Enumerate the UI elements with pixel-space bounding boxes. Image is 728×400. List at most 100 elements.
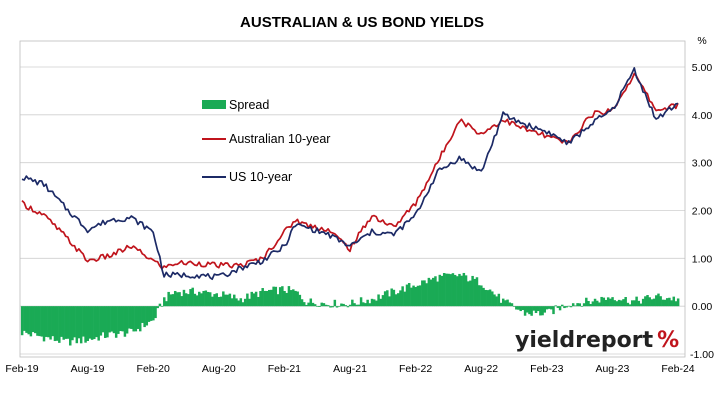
spread-bar (615, 301, 619, 307)
spread-bar (622, 299, 625, 307)
spread-bar (311, 302, 315, 307)
spread-bar (285, 292, 288, 307)
spread-bar (211, 296, 214, 307)
spread-bar (27, 306, 30, 335)
spread-bar (558, 306, 562, 311)
spread-bar (368, 303, 372, 307)
spread-bar (526, 306, 529, 313)
spread-bar (488, 289, 492, 307)
spread-bar (313, 304, 317, 307)
spread-bar (397, 293, 400, 307)
spread-bar (169, 294, 173, 307)
spread-bar (318, 306, 321, 307)
spread-bar (119, 306, 122, 332)
spread-bar (466, 281, 470, 307)
spread-bar (674, 301, 678, 307)
spread-bar (390, 288, 393, 307)
spread-bar (292, 289, 295, 307)
spread-bar (42, 306, 46, 342)
spread-bar (108, 306, 111, 333)
spread-bar (451, 273, 455, 307)
spread-bar (646, 295, 649, 307)
legend: Spread Australian 10-year US 10-year (202, 98, 330, 184)
spread-bar (208, 292, 212, 307)
spread-bar (51, 306, 55, 337)
spread-bar (62, 306, 65, 340)
spread-bar (403, 291, 407, 307)
spread-bar (182, 289, 186, 307)
spread-bar (270, 289, 273, 307)
spread-bar (515, 306, 518, 310)
x-axis-ticks: Feb-19 Aug-19 Feb-20 Aug-20 Feb-21 Aug-21 Feb-… (5, 363, 694, 375)
spread-bar (173, 290, 177, 307)
spread-bar (414, 287, 417, 307)
spread-bar (110, 306, 114, 332)
spread-bar (296, 291, 299, 307)
spread-bar (379, 298, 383, 307)
spread-bar (392, 289, 396, 307)
spread-bar (106, 306, 109, 338)
spread-bar (20, 306, 24, 336)
spread-bar (661, 299, 665, 307)
spread-bar (456, 276, 459, 307)
spread-bar (235, 298, 238, 307)
spread-bar (449, 274, 452, 307)
spread-bar (254, 291, 258, 307)
spread-bar (567, 305, 571, 307)
spread-bar (355, 304, 358, 307)
spread-bar (121, 306, 124, 332)
spread-bar (337, 306, 341, 307)
spread-bar (191, 287, 194, 307)
spread-bar (134, 306, 138, 332)
x-tick-label: Aug-23 (595, 363, 629, 375)
spread-bar (38, 306, 41, 337)
spread-bar (665, 298, 669, 307)
spread-bar (156, 306, 159, 309)
spread-bar (504, 300, 507, 307)
spread-bar (202, 290, 205, 307)
spread-bar (335, 306, 339, 308)
spread-bar (554, 305, 557, 307)
spread-bar (576, 303, 579, 307)
x-tick-label: Aug-19 (71, 363, 105, 375)
spread-bar (97, 306, 100, 341)
spread-bar (620, 300, 623, 307)
spread-bar (530, 306, 533, 316)
spread-bar (158, 303, 162, 307)
spread-bar (125, 306, 129, 334)
spread-bar (657, 293, 660, 307)
yieldreport-logo: yieldreport% (515, 328, 679, 353)
spread-bar (167, 291, 170, 307)
spread-bar (650, 299, 654, 307)
spread-bar (434, 276, 437, 307)
spread-bar (480, 285, 483, 307)
spread-bar (132, 306, 135, 332)
spread-bar (263, 290, 267, 307)
x-tick-label: Feb-24 (661, 363, 694, 375)
spread-bar (239, 298, 243, 307)
spread-bar (670, 300, 673, 307)
spread-bar (246, 293, 249, 307)
spread-bar (287, 286, 291, 307)
spread-bar (198, 291, 201, 307)
spread-bar (75, 306, 79, 344)
spread-bar (477, 285, 481, 307)
spread-bar (641, 298, 645, 307)
spread-bar (353, 303, 356, 307)
spread-bar (224, 294, 227, 307)
spread-bar (215, 293, 219, 307)
y-tick-label: 0.00 (692, 301, 713, 313)
spread-bar (381, 295, 385, 307)
spread-bar (421, 280, 424, 307)
legend-swatch-spread (202, 100, 226, 109)
spread-bar (104, 306, 107, 338)
spread-bar (351, 299, 354, 307)
spread-bar (23, 306, 26, 331)
spread-bar (322, 303, 326, 307)
spread-bar (427, 277, 431, 307)
spread-bar (399, 290, 402, 307)
spread-bar (585, 297, 588, 307)
spread-bar (176, 292, 179, 307)
spread-bar (663, 299, 667, 307)
spread-bar (58, 306, 61, 343)
